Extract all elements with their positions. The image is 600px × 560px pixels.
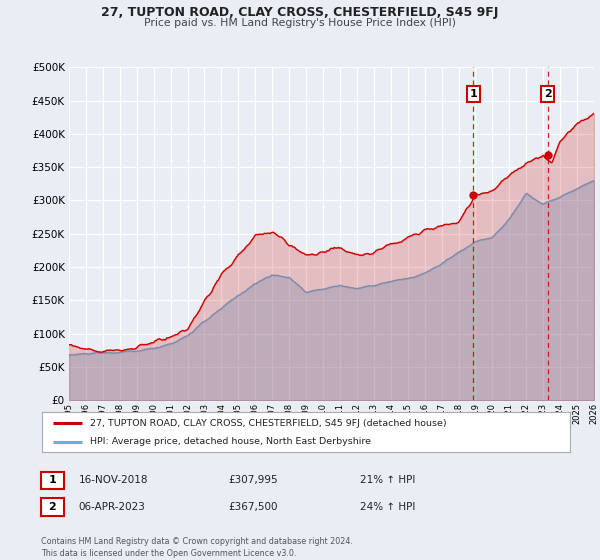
Text: 27, TUPTON ROAD, CLAY CROSS, CHESTERFIELD, S45 9FJ (detached house): 27, TUPTON ROAD, CLAY CROSS, CHESTERFIEL… bbox=[89, 418, 446, 427]
Text: 1: 1 bbox=[49, 475, 56, 486]
Text: HPI: Average price, detached house, North East Derbyshire: HPI: Average price, detached house, Nort… bbox=[89, 437, 371, 446]
Text: 06-APR-2023: 06-APR-2023 bbox=[79, 502, 145, 512]
Text: 21% ↑ HPI: 21% ↑ HPI bbox=[360, 475, 415, 486]
Text: £307,995: £307,995 bbox=[228, 475, 278, 486]
Text: 2: 2 bbox=[544, 89, 551, 99]
Text: 1: 1 bbox=[470, 89, 477, 99]
Text: £367,500: £367,500 bbox=[228, 502, 277, 512]
Text: Price paid vs. HM Land Registry's House Price Index (HPI): Price paid vs. HM Land Registry's House … bbox=[144, 18, 456, 28]
Text: 2: 2 bbox=[49, 502, 56, 512]
Text: 24% ↑ HPI: 24% ↑ HPI bbox=[360, 502, 415, 512]
Text: Contains HM Land Registry data © Crown copyright and database right 2024.
This d: Contains HM Land Registry data © Crown c… bbox=[41, 537, 353, 558]
Text: 27, TUPTON ROAD, CLAY CROSS, CHESTERFIELD, S45 9FJ: 27, TUPTON ROAD, CLAY CROSS, CHESTERFIEL… bbox=[101, 6, 499, 18]
Text: 16-NOV-2018: 16-NOV-2018 bbox=[79, 475, 148, 486]
